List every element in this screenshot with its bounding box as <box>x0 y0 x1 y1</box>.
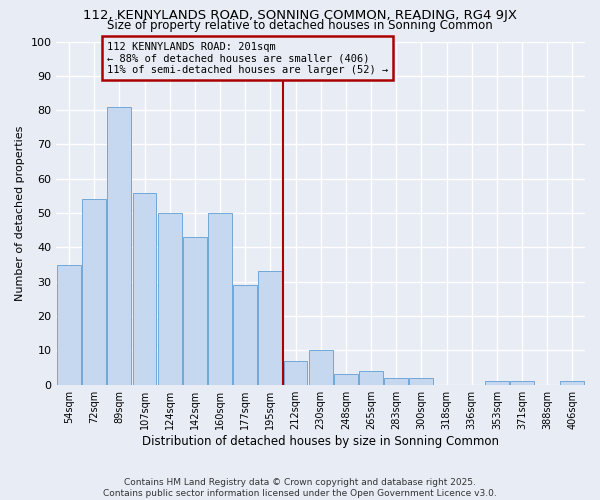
Bar <box>309 350 332 384</box>
Bar <box>510 382 534 384</box>
Bar <box>57 264 81 384</box>
Bar <box>560 382 584 384</box>
X-axis label: Distribution of detached houses by size in Sonning Common: Distribution of detached houses by size … <box>142 434 499 448</box>
Bar <box>334 374 358 384</box>
Text: 112 KENNYLANDS ROAD: 201sqm
← 88% of detached houses are smaller (406)
11% of se: 112 KENNYLANDS ROAD: 201sqm ← 88% of det… <box>107 42 388 74</box>
Bar <box>233 285 257 384</box>
Bar <box>158 213 182 384</box>
Bar <box>284 360 307 384</box>
Bar <box>133 192 157 384</box>
Bar <box>409 378 433 384</box>
Text: Size of property relative to detached houses in Sonning Common: Size of property relative to detached ho… <box>107 19 493 32</box>
Bar <box>259 272 283 384</box>
Bar <box>107 106 131 384</box>
Bar <box>82 200 106 384</box>
Text: Contains HM Land Registry data © Crown copyright and database right 2025.
Contai: Contains HM Land Registry data © Crown c… <box>103 478 497 498</box>
Bar <box>183 237 207 384</box>
Bar <box>384 378 408 384</box>
Bar <box>359 371 383 384</box>
Bar <box>485 382 509 384</box>
Bar <box>208 213 232 384</box>
Text: 112, KENNYLANDS ROAD, SONNING COMMON, READING, RG4 9JX: 112, KENNYLANDS ROAD, SONNING COMMON, RE… <box>83 9 517 22</box>
Y-axis label: Number of detached properties: Number of detached properties <box>15 126 25 301</box>
